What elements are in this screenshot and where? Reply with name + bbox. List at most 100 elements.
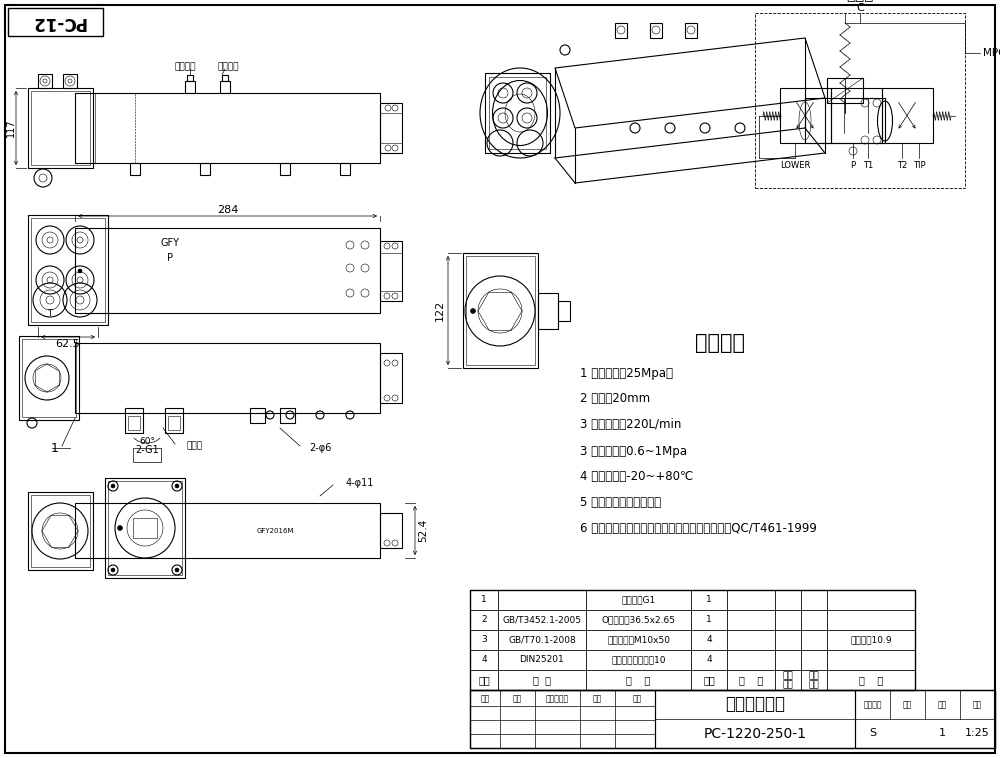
Bar [489,77,546,149]
Bar [222,75,228,81]
Bar [165,408,183,433]
Text: 117: 117 [6,119,16,137]
Text: 52.4: 52.4 [418,519,428,542]
Text: 3 控制气压：0.6~1Mpa: 3 控制气压：0.6~1Mpa [580,444,687,458]
Text: 图样标记: 图样标记 [863,700,882,709]
Text: GB/T3452.1-2005: GB/T3452.1-2005 [503,615,582,625]
Bar [75,343,380,413]
Text: 防爆阀外形图: 防爆阀外形图 [725,696,785,713]
Text: 双面齿押自锁垫圈10: 双面齿押自锁垫圈10 [611,656,666,665]
Text: 标记: 标记 [480,694,490,703]
Bar [200,163,210,175]
Bar [185,81,195,93]
Text: 重量: 重量 [809,681,819,690]
Text: 备    注: 备 注 [859,675,883,685]
Bar [187,75,193,81]
Circle shape [111,568,115,572]
Text: 3 额定流量：220L/min: 3 额定流量：220L/min [580,418,681,431]
Bar [340,163,350,175]
Text: 数量: 数量 [703,675,715,685]
Text: 4: 4 [706,635,712,644]
Bar [831,88,882,143]
Text: C: C [856,3,864,13]
Text: 5 工作介质：抗磨液压油: 5 工作介质：抗磨液压油 [580,496,661,509]
Text: 总计: 总计 [809,672,819,681]
Bar [28,492,93,570]
Text: 直通接头G1: 直通接头G1 [621,596,656,604]
Bar [31,91,90,165]
Text: 数量: 数量 [903,700,912,709]
Bar [615,23,627,38]
Bar [558,301,570,321]
Bar [882,88,933,143]
Text: 单件: 单件 [783,672,793,681]
Bar [485,73,550,153]
Bar [466,256,535,365]
Text: 2-φ6: 2-φ6 [309,443,331,453]
Text: 原理图: 原理图 [846,0,874,2]
Text: 日期: 日期 [632,694,642,703]
Text: T: T [48,309,52,318]
Text: 内六角起榼M10x50: 内六角起榼M10x50 [607,635,670,644]
Text: TIP: TIP [913,161,925,170]
Text: 4-φ11: 4-φ11 [346,478,374,488]
Text: PC-12: PC-12 [31,13,85,31]
Bar [827,78,863,103]
Bar [125,408,143,433]
Circle shape [78,269,82,273]
Text: 重量: 重量 [938,700,947,709]
Text: 签字: 签字 [592,694,602,703]
Text: 材    料: 材 料 [739,675,763,685]
Text: P: P [850,161,856,170]
Text: S: S [869,728,876,738]
Bar [685,23,697,38]
Text: 强度等级10.9: 强度等级10.9 [850,635,892,644]
Bar [28,88,93,168]
Text: P: P [167,253,173,263]
Text: 1: 1 [481,596,487,604]
Text: T1: T1 [863,161,873,170]
Text: 2-G1: 2-G1 [135,445,159,455]
Text: 4: 4 [706,656,712,665]
Text: 重量: 重量 [783,681,793,690]
Text: 1: 1 [706,615,712,625]
Text: 代  号: 代 号 [533,675,551,685]
Text: 1: 1 [51,441,59,455]
Bar [105,478,185,578]
Bar [75,228,380,313]
Text: 序号: 序号 [478,675,490,685]
Circle shape [175,568,179,572]
Text: 4: 4 [481,656,487,665]
Bar [380,241,402,301]
Text: 上升气口: 上升气口 [217,62,239,71]
Text: 2 通径：20mm: 2 通径：20mm [580,393,650,406]
Bar [538,293,558,329]
Text: 3: 3 [481,635,487,644]
Text: 2: 2 [481,615,487,625]
Circle shape [175,484,179,488]
Text: MPC: MPC [983,48,1000,58]
Bar [31,218,105,322]
Bar [31,495,90,567]
Bar [380,353,402,403]
Bar [655,690,855,748]
Text: 主要参数: 主要参数 [695,333,745,353]
Bar [22,339,76,417]
Text: DIN25201: DIN25201 [520,656,564,665]
Bar [38,74,52,88]
Bar [755,13,965,188]
Circle shape [118,525,122,531]
Text: 更改文件号: 更改文件号 [545,694,569,703]
Bar [470,690,995,748]
Text: LOWER: LOWER [780,161,810,170]
Bar [133,518,157,538]
Bar [19,336,79,420]
Bar [463,253,538,368]
Bar [28,215,108,325]
Text: 1 溢流压力：25Mpa，: 1 溢流压力：25Mpa， [580,367,673,380]
Bar [130,163,140,175]
Bar [780,88,831,143]
Text: O型密封在36.5x2.65: O型密封在36.5x2.65 [602,615,676,625]
Text: 1: 1 [706,596,712,604]
Bar [650,23,662,38]
